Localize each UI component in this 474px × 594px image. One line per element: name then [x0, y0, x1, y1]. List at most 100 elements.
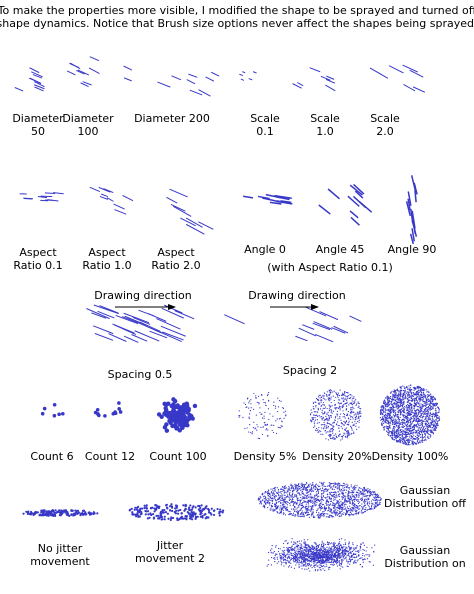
spray-dot [257, 426, 259, 428]
spray-dot [344, 489, 346, 491]
spray-dot [312, 513, 314, 515]
spray-dot [350, 416, 352, 418]
spray-dot [351, 510, 353, 512]
spray-dot [364, 500, 366, 502]
spray-dot [366, 490, 368, 492]
spray-dot [435, 427, 437, 429]
spray-stroke [405, 201, 412, 217]
spray-dot [239, 415, 241, 417]
spray-dot [415, 398, 417, 400]
spray-dot [406, 433, 408, 435]
spray-dot [400, 389, 402, 391]
spray-dot [384, 421, 386, 423]
spray-dot [319, 481, 321, 483]
spray-dot [270, 491, 273, 493]
spray-dot [315, 501, 317, 503]
spray-dot [426, 431, 428, 433]
spray-dot [349, 411, 352, 414]
spray-dot [348, 404, 350, 406]
spray-dot [282, 489, 284, 491]
spray-dot [278, 427, 280, 429]
spray-stroke [76, 69, 85, 75]
spray-dot [319, 506, 321, 508]
spray-dot [404, 436, 406, 439]
spray-dot [398, 400, 400, 402]
spray-dot [299, 509, 301, 511]
spray-dot [410, 428, 412, 430]
spray-stroke [122, 194, 134, 202]
spray-dot [316, 510, 318, 512]
spray-dot [348, 510, 350, 512]
spray-dot [404, 392, 406, 394]
spray-dot [263, 505, 266, 507]
spray-dot [405, 392, 407, 394]
spray-dot [386, 398, 389, 400]
spray-dot [412, 437, 414, 439]
spray-dot [371, 494, 374, 496]
spray-dot [320, 430, 322, 432]
spray-dot [361, 506, 363, 508]
spray-dot [197, 504, 200, 508]
spray-dot [435, 429, 437, 431]
spray-dot [435, 419, 437, 421]
spray-dot [386, 420, 389, 422]
spray-dot [426, 416, 428, 418]
spray-dot [396, 441, 398, 443]
spray-dot [367, 504, 369, 507]
spray-dot [354, 487, 356, 489]
spray-dot [419, 410, 421, 412]
spray-dot [175, 414, 180, 419]
spray-dot [212, 509, 216, 512]
spray-dot [147, 513, 150, 516]
spray-stroke [113, 324, 137, 336]
spray-dot [287, 510, 289, 512]
spray-dot [415, 402, 417, 404]
spray-dot [392, 428, 394, 430]
spray-dot [36, 511, 40, 514]
spray-dot [409, 414, 411, 416]
spray-dot [324, 392, 326, 395]
spray-dot [343, 392, 346, 394]
spray-dot [353, 397, 355, 399]
spray-dot [271, 505, 273, 507]
spray-dot [347, 554, 350, 556]
spray-dot [397, 440, 399, 442]
spray-dot [392, 420, 394, 422]
spray-dot [289, 561, 291, 563]
spray-dot [333, 494, 335, 496]
spray-dot [359, 508, 361, 510]
spray-dot [342, 397, 344, 399]
spray-dot [414, 404, 417, 406]
spray-dot [305, 512, 307, 514]
spray-dot [408, 389, 410, 391]
spray-dot [416, 438, 418, 440]
spray-dot [438, 409, 440, 411]
spray-dot [333, 482, 335, 484]
spray-dot [334, 482, 337, 484]
spray-dot [376, 499, 378, 501]
spray-dot [398, 423, 400, 425]
spray-dot [432, 406, 435, 408]
spray-dot [312, 505, 314, 507]
spray-dot [268, 490, 270, 492]
spray-dot [414, 438, 417, 440]
spray-dot [326, 565, 328, 567]
spray-dot [171, 402, 176, 407]
spray-dot [163, 518, 166, 521]
spray-dot [402, 414, 405, 416]
spray-stroke [139, 321, 161, 333]
spray-dot [346, 392, 348, 394]
spray-dot [346, 512, 348, 514]
spray-dot [370, 508, 372, 510]
spray-dot [390, 417, 392, 419]
spray-dot [381, 410, 384, 412]
spray-dot [52, 413, 57, 418]
spray-dot [333, 506, 335, 509]
spray-dot [296, 490, 298, 493]
spray-dot [345, 557, 347, 559]
spray-dot [344, 550, 346, 552]
spray-dot [396, 429, 398, 431]
spray-dot [394, 393, 396, 395]
spray-dot [390, 431, 392, 433]
spray-dot [342, 509, 344, 511]
